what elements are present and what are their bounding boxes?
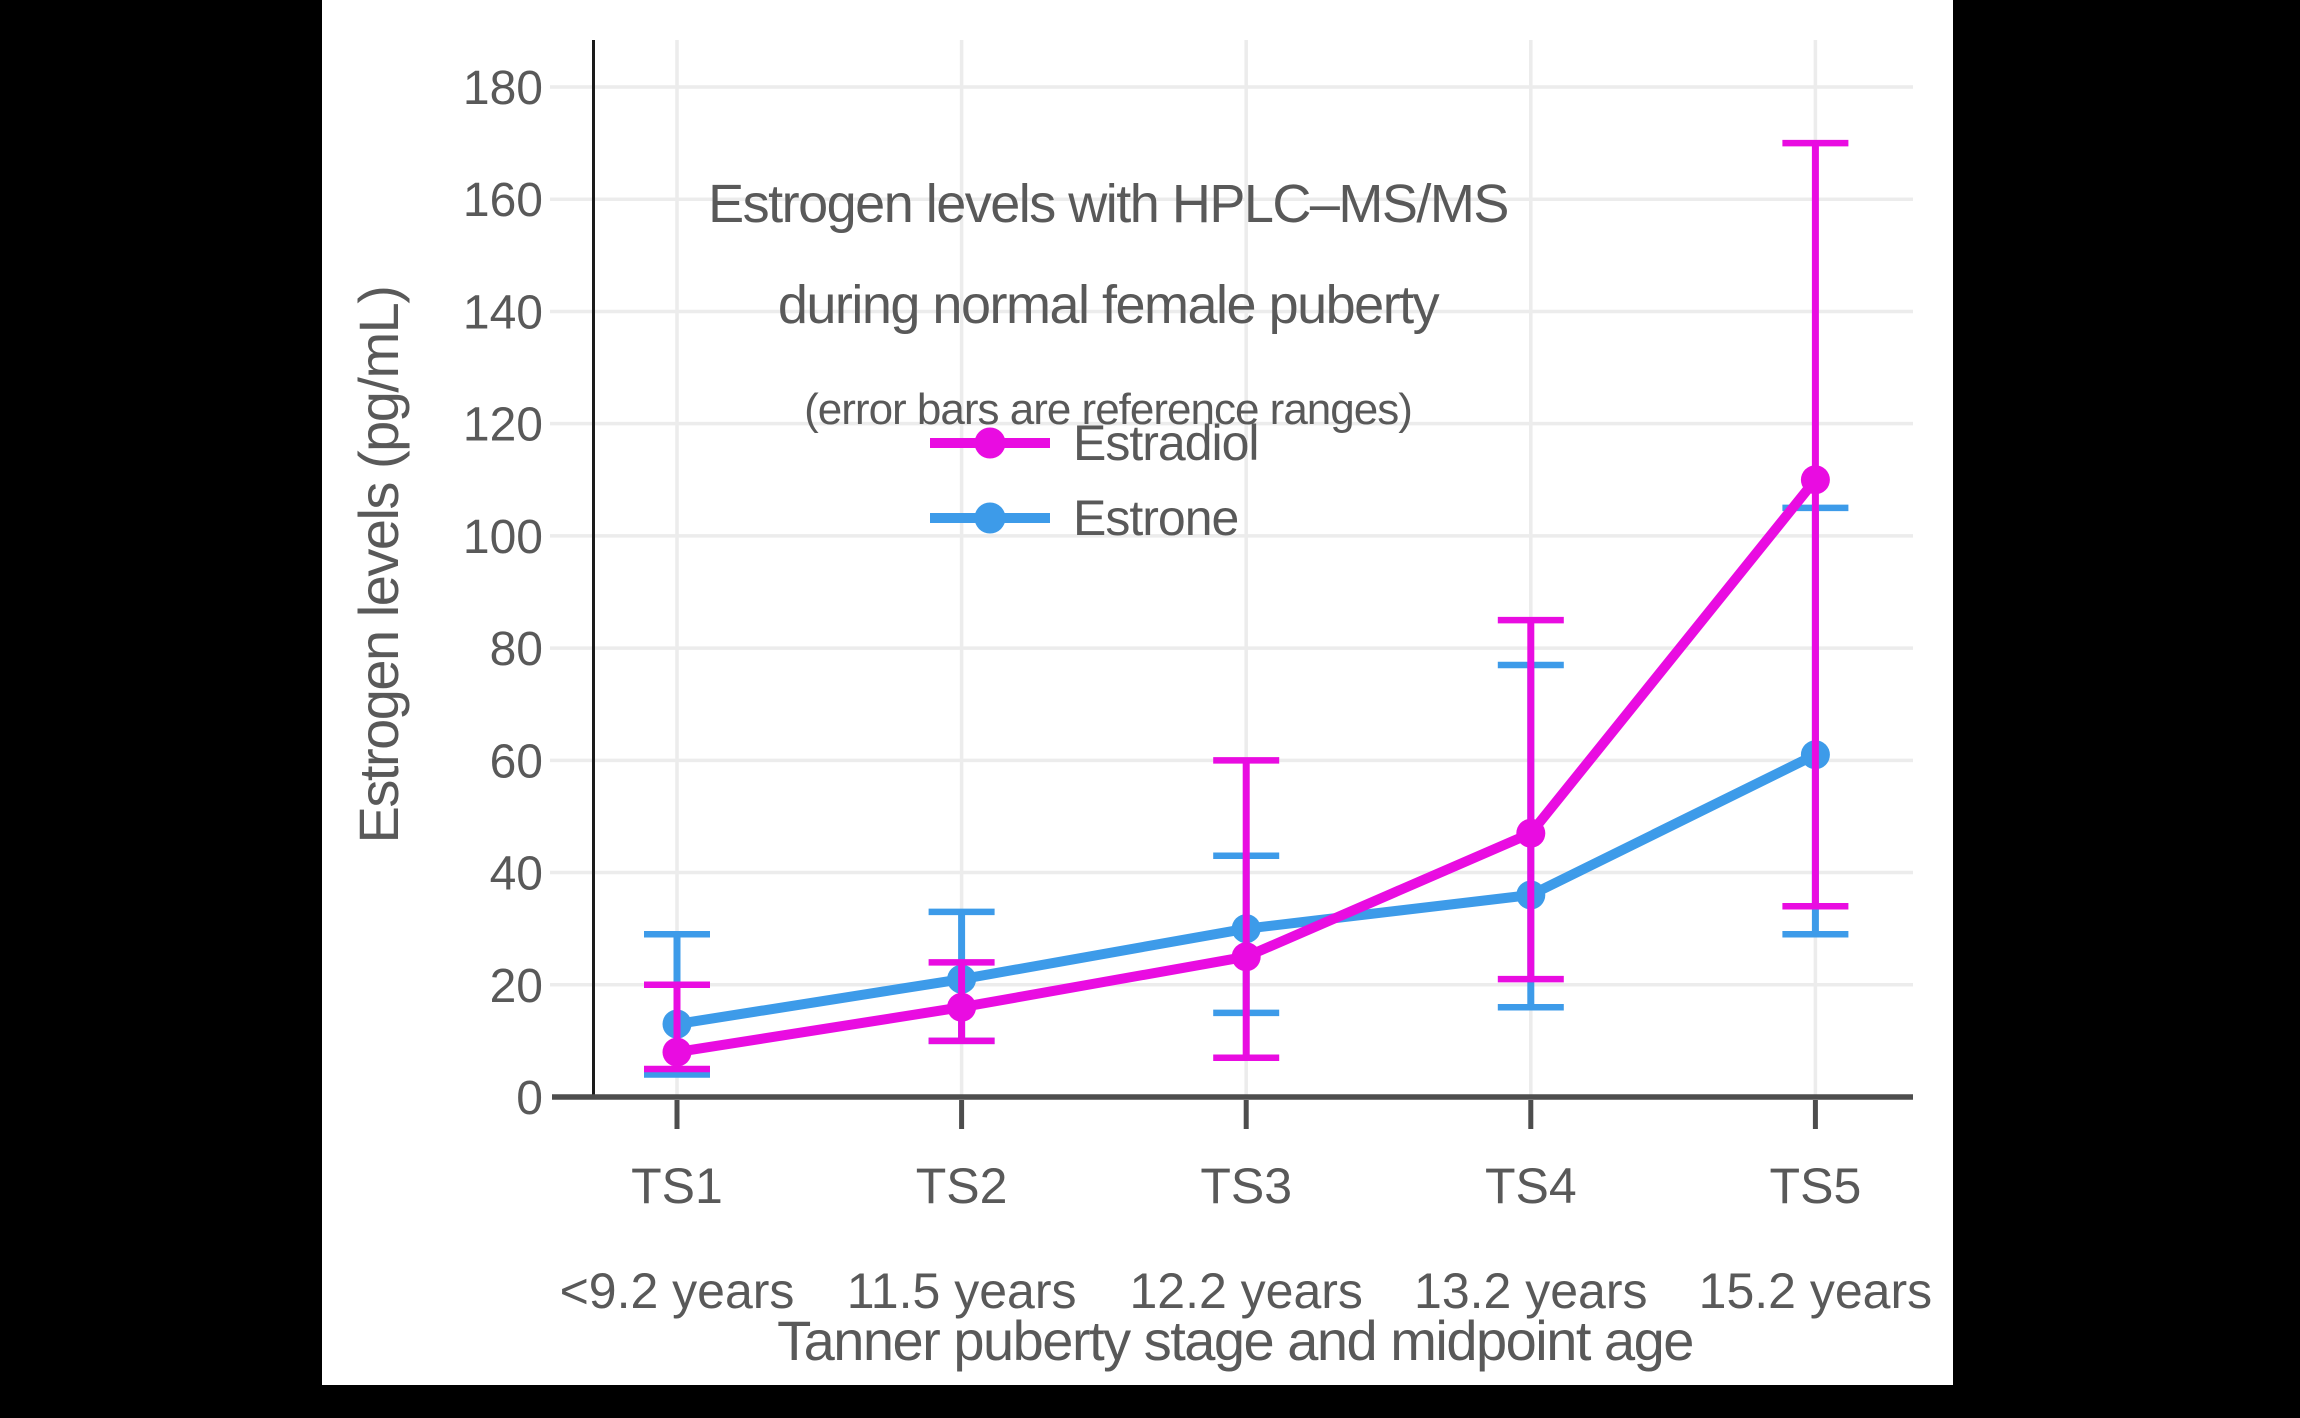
legend-item-estrone: Estrone — [930, 490, 1239, 546]
x-tick-label-stage: TS5 — [1770, 1158, 1862, 1214]
y-tick-label: 80 — [490, 623, 543, 676]
legend-marker-estradiol — [974, 427, 1006, 459]
legend-marker-estrone — [974, 502, 1006, 534]
estradiol-marker-TS2 — [947, 992, 977, 1022]
x-axis-title: Tanner puberty stage and midpoint age — [777, 1309, 1693, 1372]
legend-label-estradiol: Estradiol — [1073, 415, 1259, 471]
y-tick-label: 100 — [463, 511, 543, 564]
y-axis-title: Estrogen levels (pg/mL) — [347, 287, 410, 844]
y-tick-label: 160 — [463, 174, 543, 227]
y-tick-label: 20 — [490, 960, 543, 1013]
y-tick-label: 60 — [490, 735, 543, 788]
chart-title-line-2: during normal female puberty — [778, 275, 1440, 335]
y-tick-label: 180 — [463, 62, 543, 115]
x-tick-label-stage: TS3 — [1200, 1158, 1292, 1214]
chart-title-line-1: Estrogen levels with HPLC–MS/MS — [708, 174, 1508, 234]
x-tick-label-stage: TS2 — [916, 1158, 1008, 1214]
y-tick-label: 40 — [490, 848, 543, 901]
estradiol-marker-TS5 — [1800, 465, 1830, 495]
legend: Estradiol Estrone — [930, 415, 1260, 546]
x-tick-label-age: <9.2 years — [560, 1263, 795, 1319]
legend-label-estrone: Estrone — [1073, 490, 1238, 546]
y-tick-label: 120 — [463, 399, 543, 452]
chart-subtitle: (error bars are reference ranges) — [804, 385, 1412, 434]
estradiol-marker-TS3 — [1231, 942, 1261, 972]
x-tick-label-age: 12.2 years — [1129, 1263, 1362, 1319]
legend-item-estradiol: Estradiol — [930, 415, 1260, 471]
y-tick-label: 140 — [463, 286, 543, 339]
y-tick-label: 0 — [516, 1072, 543, 1125]
x-tick-label-age: 13.2 years — [1414, 1263, 1647, 1319]
x-tick-label-stage: TS1 — [631, 1158, 723, 1214]
x-tick-label-age: 11.5 years — [847, 1263, 1077, 1319]
x-tick-label-age: 15.2 years — [1699, 1263, 1932, 1319]
estradiol-marker-TS4 — [1516, 818, 1546, 848]
estradiol-marker-TS1 — [662, 1037, 692, 1067]
x-tick-label-stage: TS4 — [1485, 1158, 1577, 1214]
